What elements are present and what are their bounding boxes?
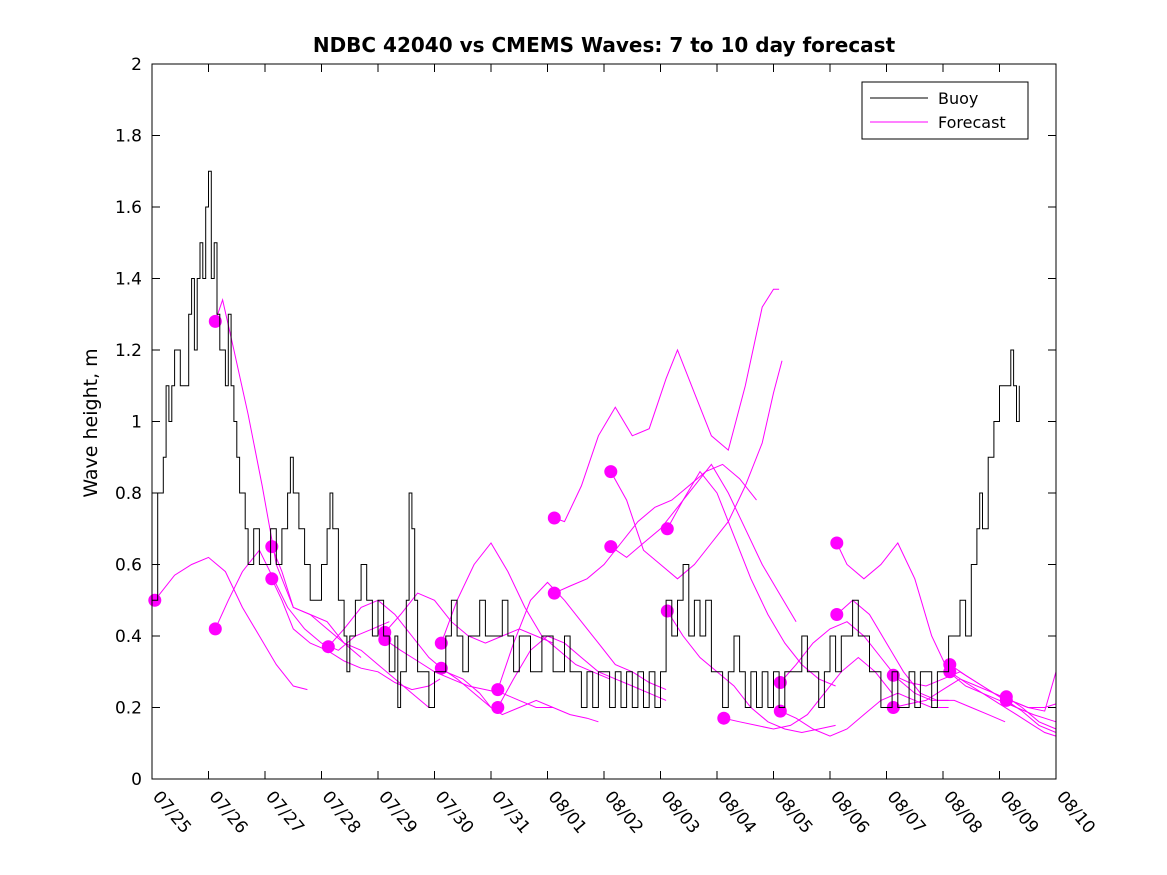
- forecast-marker-6: [321, 640, 335, 654]
- forecast-line-16: [610, 463, 797, 622]
- x-tick-label: 08/03: [657, 787, 704, 837]
- forecast-marker-20: [773, 676, 787, 689]
- forecast-marker-16: [604, 540, 618, 554]
- forecast-marker-14: [547, 586, 561, 600]
- buoy-line: [152, 170, 1020, 708]
- legend: Buoy Forecast: [861, 81, 1029, 140]
- forecast-line-9: [440, 542, 610, 680]
- forecast-line-3: [214, 549, 390, 651]
- forecast-line-13: [554, 288, 780, 523]
- x-tick-label: 08/10: [1052, 787, 1099, 837]
- x-tick-label: 07/29: [374, 787, 421, 837]
- x-tick-label: 07/31: [487, 787, 534, 837]
- y-tick-label: 1.4: [115, 270, 142, 290]
- forecast-line-14: [554, 463, 757, 594]
- forecast-line-19: [723, 656, 893, 730]
- x-tick-label: 07/26: [205, 787, 252, 837]
- x-tick-label: 07/27: [261, 787, 308, 837]
- legend-forecast-label: Forecast: [938, 113, 1006, 132]
- y-tick-label: 0.2: [115, 699, 142, 719]
- forecast-marker-15: [604, 465, 618, 479]
- forecast-line-10: [441, 667, 599, 723]
- forecast-line-21: [780, 692, 949, 737]
- forecast-line-29: [1006, 699, 1057, 733]
- x-tick-label: 08/06: [826, 787, 873, 837]
- forecast-line-2: [214, 298, 362, 658]
- legend-box: [861, 81, 1029, 140]
- forecast-marker-5: [265, 572, 279, 586]
- y-tick-label: 1: [131, 413, 142, 433]
- forecast-marker-25: [886, 701, 900, 714]
- forecast-line-28: [1006, 696, 1057, 730]
- plot-area: [148, 170, 1057, 737]
- forecast-marker-17: [660, 522, 674, 536]
- forecast-marker-29: [999, 693, 1013, 707]
- y-tick-label: 0: [131, 770, 142, 790]
- forecast-marker-12: [491, 701, 505, 714]
- forecast-line-17: [666, 470, 836, 687]
- y-tick-label: 2: [131, 55, 142, 75]
- y-tick-label: 0.8: [115, 484, 142, 504]
- y-tick-label: 1.2: [115, 341, 142, 361]
- forecast-line-27: [949, 671, 1057, 737]
- forecast-line-1: [154, 556, 308, 691]
- chart-title: NDBC 42040 vs CMEMS Waves: 7 to 10 day f…: [313, 33, 896, 57]
- y-tick-label: 0.6: [115, 556, 142, 576]
- x-tick-label: 08/05: [770, 787, 817, 837]
- forecast-line-15: [610, 360, 783, 580]
- y-axis-label: Wave height, m: [80, 348, 102, 497]
- x-tick-label: 08/02: [600, 787, 647, 837]
- x-tick-label: 07/25: [148, 787, 195, 837]
- x-tick-label: 08/08: [939, 787, 986, 837]
- forecast-marker-27: [943, 665, 957, 679]
- x-tick-label: 08/01: [544, 787, 591, 837]
- forecast-marker-4: [265, 540, 279, 554]
- forecast-line-5: [271, 578, 441, 691]
- forecast-line-25: [893, 671, 1057, 712]
- forecast-line-22: [836, 542, 1017, 708]
- forecast-marker-11: [491, 683, 505, 697]
- forecast-marker-23: [830, 608, 844, 621]
- forecast-line-8: [384, 639, 554, 708]
- forecast-marker-22: [830, 536, 844, 550]
- forecast-marker-2: [208, 314, 222, 328]
- x-tick-label: 08/04: [713, 787, 760, 837]
- x-tick-label: 08/07: [883, 787, 930, 837]
- forecast-marker-3: [208, 622, 222, 636]
- forecast-line-20: [779, 621, 949, 701]
- y-tick-label: 0.4: [115, 627, 142, 647]
- x-tick-label: 07/30: [431, 787, 478, 837]
- x-tick-label: 07/28: [318, 787, 365, 837]
- forecast-marker-13: [547, 511, 561, 525]
- y-tick-label: 1.8: [115, 127, 142, 147]
- forecast-marker-18: [660, 604, 674, 618]
- y-tick-label: 1.6: [115, 198, 142, 218]
- forecast-marker-19: [717, 711, 731, 725]
- legend-buoy-label: Buoy: [938, 89, 978, 108]
- x-tick-label: 08/09: [996, 787, 1043, 837]
- forecast-marker-9: [434, 636, 448, 650]
